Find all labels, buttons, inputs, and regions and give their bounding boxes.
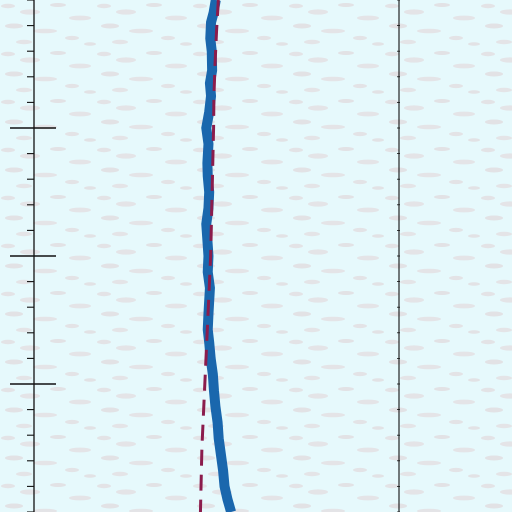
series-group (198, 0, 236, 512)
solid-series-line (201, 0, 236, 512)
dashed-series-line (198, 0, 220, 512)
axes (10, 0, 400, 512)
